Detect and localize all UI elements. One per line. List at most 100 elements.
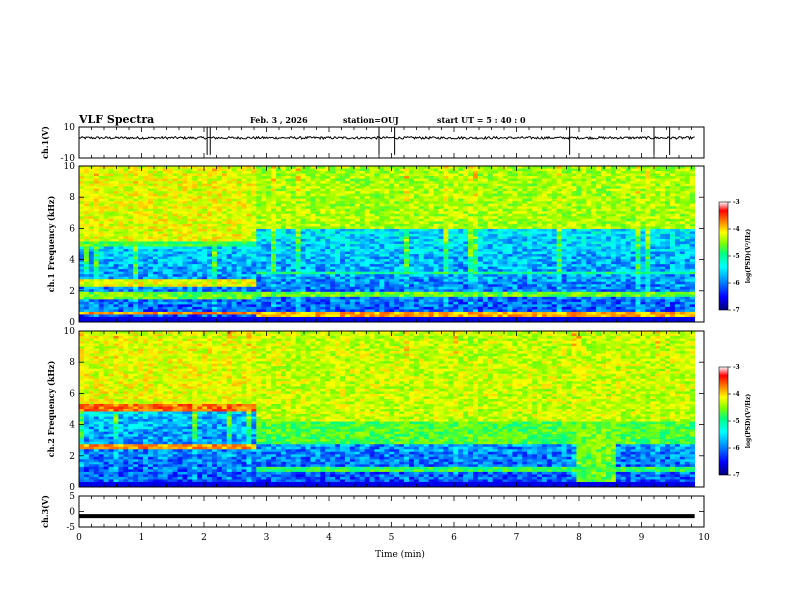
ch1-spectrogram-cell xyxy=(413,309,420,313)
ch1-spectrogram-cell xyxy=(354,304,361,308)
ch1-spectrogram-cell xyxy=(359,191,366,195)
ch1-spectrogram-cell xyxy=(216,301,223,305)
ch1-spectrogram-cell xyxy=(335,206,341,210)
ch1-spectrogram-cell xyxy=(221,306,228,310)
ch1-spectrogram-cell xyxy=(448,236,454,240)
ch1-spectrogram-cell xyxy=(320,266,326,270)
ch1-spectrogram-cell xyxy=(177,299,183,303)
ch1-spectrogram-cell xyxy=(162,281,169,285)
ch1-spectrogram-cell xyxy=(389,213,395,217)
ch1-spectrogram-cell xyxy=(413,233,420,237)
ch1-spectrogram-cell xyxy=(349,304,356,308)
ch1-spectrogram-cell xyxy=(364,216,370,220)
ch1-spectrogram-cell xyxy=(428,236,435,240)
ch1-spectrogram-cell xyxy=(423,211,430,215)
ch1-spectrogram-cell xyxy=(389,296,395,300)
ch1-spectrogram-cell xyxy=(202,311,208,315)
ch1-spectrogram-cell xyxy=(266,236,272,240)
ch1-spectrogram-cell xyxy=(138,238,144,242)
ch1-spectrogram-cell xyxy=(113,178,119,182)
ch1-spectrogram-cell xyxy=(453,166,459,169)
ch1-spectrogram-cell xyxy=(340,206,346,210)
ch1-spectrogram-cell xyxy=(320,221,326,225)
ch1-spectrogram-cell xyxy=(399,191,405,195)
ch1-spectrogram-cell xyxy=(428,274,435,278)
ch1-spectrogram-cell xyxy=(93,208,100,212)
ch1-spectrogram-cell xyxy=(428,276,435,280)
ch1-spectrogram-cell xyxy=(133,198,139,202)
ch1-spectrogram-cell xyxy=(236,246,242,250)
ch1-spectrogram-cell xyxy=(231,274,237,278)
ch1-spectrogram-cell xyxy=(315,171,321,174)
ch1-spectrogram-cell xyxy=(221,284,228,288)
ch1-spectrogram-cell xyxy=(192,196,198,200)
ch1-spectrogram-cell xyxy=(157,316,164,320)
ch1-spectrogram-cell xyxy=(207,196,213,200)
ch1-spectrogram-cell xyxy=(320,181,326,185)
ch1-spectrogram-cell xyxy=(408,208,415,212)
ch1-spectrogram-cell xyxy=(118,183,124,187)
ch1-spectrogram-cell xyxy=(310,306,316,310)
ch1-spectrogram-cell xyxy=(458,311,464,315)
ch1-spectrogram-cell xyxy=(207,266,213,270)
ch1-spectrogram-cell xyxy=(344,166,351,169)
ch1-spectrogram-cell xyxy=(349,213,356,217)
ch1-spectrogram-cell xyxy=(448,269,454,273)
ch1-spectrogram-cell xyxy=(379,284,385,288)
ch1-spectrogram-cell xyxy=(147,256,154,260)
ch1-spectrogram-cell xyxy=(261,261,267,265)
ch1-spectrogram-cell xyxy=(93,271,100,275)
ch1-spectrogram-cell xyxy=(118,226,124,230)
ch1-spectrogram-cell xyxy=(438,314,444,318)
ch1-spectrogram-cell xyxy=(157,246,164,250)
ch1-spectrogram-cell xyxy=(192,259,198,263)
ch1-spectrogram-cell xyxy=(197,304,203,308)
ch1-spectrogram-cell xyxy=(236,299,242,303)
ch1-spectrogram-cell xyxy=(428,183,435,187)
ch1-spectrogram-cell xyxy=(143,284,149,288)
ch1-spectrogram-cell xyxy=(428,226,435,230)
ch1-spectrogram-cell xyxy=(285,266,292,270)
ch1-spectrogram-cell xyxy=(271,176,277,179)
ch1-spectrogram-cell xyxy=(216,314,223,318)
ch1-spectrogram-cell xyxy=(79,203,85,207)
ch1-spectrogram-cell xyxy=(167,181,173,185)
ch1-spectrogram-cell xyxy=(428,173,435,177)
ch1-spectrogram-cell xyxy=(93,216,100,220)
ch1-spectrogram-cell xyxy=(236,191,242,195)
ch1-spectrogram-cell xyxy=(251,206,257,210)
ch1-spectrogram-cell xyxy=(280,244,287,247)
ch1-spectrogram-cell xyxy=(118,284,124,288)
ch1-spectrogram-cell xyxy=(192,269,198,273)
ch1-spectrogram-cell xyxy=(192,238,198,242)
ch1-spectrogram-cell xyxy=(251,171,257,174)
ch1-spectrogram-cell xyxy=(187,223,193,227)
ch1-spectrogram-cell xyxy=(280,188,287,192)
ch1-spectrogram-cell xyxy=(211,241,218,245)
ch1-spectrogram-cell xyxy=(241,299,247,303)
ch1-spectrogram-cell xyxy=(226,226,233,230)
ch1-spectrogram-cell xyxy=(295,191,302,195)
ch1-spectrogram-cell xyxy=(162,289,169,293)
ch1-spectrogram-cell xyxy=(172,286,178,290)
ch1-spectrogram-cell xyxy=(157,188,164,192)
ch1-spectrogram-cell xyxy=(83,251,90,255)
ch1-spectrogram-cell xyxy=(103,256,109,260)
ch1-spectrogram-cell xyxy=(211,269,218,273)
ch1-spectrogram-cell xyxy=(256,238,262,242)
ch1-spectrogram-cell xyxy=(79,196,85,200)
ch1-spectrogram-cell xyxy=(138,211,144,215)
ch1-spectrogram-cell xyxy=(221,246,228,250)
ch1-spectrogram-cell xyxy=(453,259,459,263)
ch1-spectrogram-cell xyxy=(354,241,361,245)
ch1-spectrogram-cell xyxy=(285,211,292,215)
ch1-spectrogram-cell xyxy=(143,299,149,303)
ch1-spectrogram-cell xyxy=(251,216,257,220)
ch1-spectrogram-cell xyxy=(167,296,173,300)
ch1-spectrogram-cell xyxy=(128,276,134,280)
ch1-spectrogram-cell xyxy=(271,196,277,200)
ch1-spectrogram-cell xyxy=(349,269,356,273)
ch1-spectrogram-cell xyxy=(335,306,341,310)
ch1-spectrogram-cell xyxy=(226,279,233,283)
ch1-spectrogram-cell xyxy=(123,168,129,172)
